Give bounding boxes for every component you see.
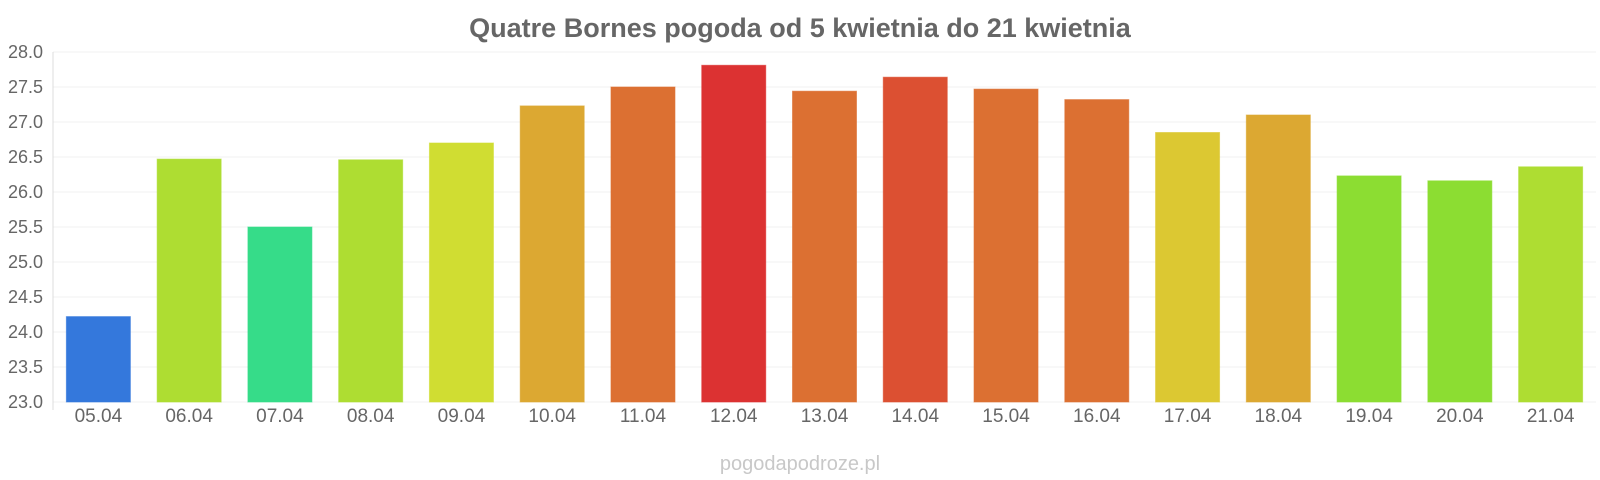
bar-11.04 [610, 86, 676, 403]
x-tick-label: 06.04 [165, 406, 213, 427]
bar-19.04 [1336, 175, 1402, 403]
bar-21.04 [1518, 166, 1584, 403]
y-axis-ticks: 23.0 23.5 24.0 24.5 25.0 25.5 26.0 26.5 27.0 27.5… [8, 42, 43, 412]
chart-title: Quatre Bornes pogoda od 5 kwietnia do 21… [469, 13, 1132, 43]
bar-06.04 [156, 158, 222, 403]
x-tick-label: 10.04 [528, 406, 576, 427]
bar-09.04 [428, 142, 494, 403]
bar-13.04 [792, 90, 857, 403]
bar-05.04 [65, 316, 131, 403]
x-tick-label: 17.04 [1164, 406, 1212, 427]
x-tick-label: 05.04 [75, 406, 123, 427]
bar-10.04 [519, 105, 585, 403]
bar-07.04 [247, 226, 313, 403]
y-tick-label: 25.5 [8, 217, 43, 237]
y-tick-label: 27.5 [8, 77, 43, 97]
x-tick-label: 18.04 [1255, 406, 1303, 427]
y-tick-label: 25.0 [8, 252, 43, 272]
x-tick-label: 11.04 [620, 406, 667, 427]
bar-12.04 [701, 64, 767, 403]
x-tick-label: 08.04 [347, 406, 395, 427]
bar-18.04 [1245, 114, 1311, 403]
x-tick-label: 20.04 [1436, 406, 1484, 427]
x-tick-label: 07.04 [256, 406, 304, 427]
y-tick-label: 26.5 [8, 147, 43, 167]
bar-14.04 [882, 76, 948, 403]
x-tick-label: 14.04 [891, 406, 939, 427]
x-tick-label: 21.04 [1527, 406, 1575, 427]
watermark: pogodapodroze.pl [720, 453, 880, 475]
y-tick-label: 23.5 [8, 357, 43, 377]
y-tick-label: 27.0 [8, 112, 43, 132]
x-axis-ticks: 05.04 06.04 07.04 08.04 09.04 10.04 11.04 12.04… [75, 406, 1575, 427]
bars [65, 64, 1584, 403]
x-tick-label: 15.04 [982, 406, 1030, 427]
bar-08.04 [338, 159, 404, 403]
y-tick-label: 28.0 [8, 42, 43, 62]
x-tick-label: 12.04 [710, 406, 758, 427]
y-tick-label: 24.5 [8, 287, 43, 307]
y-tick-label: 24.0 [8, 322, 43, 342]
x-tick-label: 13.04 [801, 406, 849, 427]
bar-17.04 [1155, 132, 1221, 403]
x-tick-label: 09.04 [438, 406, 486, 427]
x-tick-label: 19.04 [1345, 406, 1393, 427]
bar-15.04 [973, 88, 1039, 403]
y-tick-label: 23.0 [8, 392, 43, 412]
bar-20.04 [1427, 180, 1493, 403]
bar-16.04 [1064, 99, 1130, 403]
x-tick-label: 16.04 [1073, 406, 1121, 427]
y-tick-label: 26.0 [8, 182, 43, 202]
